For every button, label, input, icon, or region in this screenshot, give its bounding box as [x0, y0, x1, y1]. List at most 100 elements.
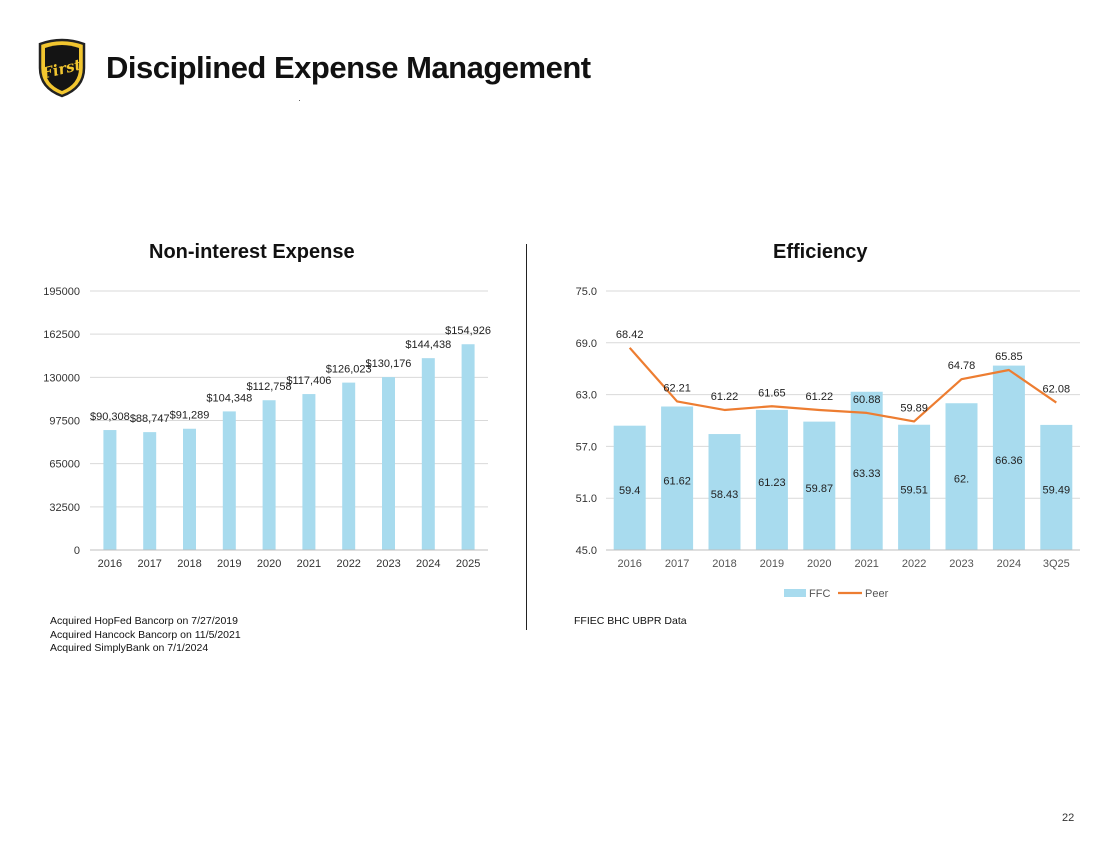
x-tick-label: 2019	[760, 558, 784, 570]
bar	[803, 421, 836, 550]
legend-label-peer: Peer	[865, 588, 889, 600]
y-tick-label: 32500	[49, 502, 80, 514]
right-chart-title: Efficiency	[773, 241, 868, 263]
bar	[183, 428, 196, 550]
line-data-label: 61.22	[806, 391, 834, 403]
line-data-label: 62.08	[1043, 384, 1071, 396]
bar-data-label: 58.43	[711, 489, 739, 501]
data-label: $126,023	[326, 364, 372, 376]
y-tick-label: 130000	[43, 372, 80, 384]
bar	[421, 358, 435, 550]
line-data-label: 68.42	[616, 329, 644, 341]
line-data-label: 65.85	[995, 351, 1023, 363]
data-label: $117,406	[286, 375, 331, 387]
x-tick-label: 3Q25	[1043, 558, 1070, 570]
bar-data-label: 63.33	[853, 468, 881, 480]
x-tick-label: 2023	[949, 558, 973, 570]
bar	[302, 394, 316, 550]
data-label: $112,758	[247, 381, 292, 393]
bar-data-label: 62.	[954, 474, 969, 486]
data-label: $90,308	[90, 411, 130, 423]
data-source-note: FFIEC BHC UBPR Data	[574, 615, 687, 627]
bar-data-label: 61.23	[758, 477, 786, 489]
bar	[755, 409, 788, 550]
bar-data-label: 66.36	[995, 455, 1023, 467]
y-tick-label: 0	[74, 545, 80, 557]
y-tick-label: 51.0	[576, 493, 597, 505]
line-data-label: 61.65	[758, 387, 786, 399]
data-label: $104,348	[206, 392, 252, 404]
bar-data-label: 61.62	[663, 475, 691, 487]
line-data-label: 59.89	[900, 402, 928, 414]
bar	[992, 365, 1025, 550]
x-tick-label: 2020	[807, 558, 831, 570]
data-label: $91,289	[170, 410, 210, 422]
bar	[382, 377, 395, 550]
y-tick-label: 45.0	[576, 545, 597, 557]
data-label: $144,438	[405, 339, 451, 351]
stray-dot	[299, 100, 300, 101]
chart-divider	[526, 244, 527, 630]
bar-data-label: 59.51	[900, 484, 928, 496]
bar	[342, 382, 356, 550]
bar	[898, 424, 931, 550]
x-tick-label: 2017	[665, 558, 689, 570]
peer-line	[628, 347, 1057, 423]
x-tick-label: 2018	[712, 558, 736, 570]
x-tick-label: 2022	[902, 558, 926, 570]
data-label: $130,176	[366, 358, 412, 370]
x-tick-label: 2020	[257, 558, 281, 570]
bar	[222, 411, 236, 550]
y-tick-label: 65000	[49, 459, 80, 471]
first-shield-logo-icon: First	[38, 38, 86, 98]
note-line: Acquired HopFed Bancorp on 7/27/2019	[50, 615, 238, 627]
x-tick-label: 2017	[137, 558, 161, 570]
bar	[945, 403, 978, 550]
x-tick-label: 2016	[617, 558, 641, 570]
y-tick-label: 195000	[43, 286, 80, 298]
y-tick-label: 63.0	[576, 390, 597, 402]
line-data-label: 64.78	[948, 360, 976, 372]
x-tick-label: 2018	[177, 558, 201, 570]
x-tick-label: 2021	[297, 558, 321, 570]
y-tick-label: 162500	[43, 329, 80, 341]
acquisition-notes: Acquired HopFed Bancorp on 7/27/2019 Acq…	[50, 615, 241, 656]
bar	[1040, 424, 1073, 550]
x-tick-label: 2019	[217, 558, 241, 570]
y-tick-label: 69.0	[576, 338, 597, 350]
x-tick-label: 2024	[997, 558, 1021, 570]
page-number: 22	[1062, 812, 1075, 824]
x-tick-label: 2025	[456, 558, 480, 570]
note-line: Acquired Hancock Bancorp on 11/5/2021	[50, 628, 241, 641]
left-chart-title: Non-interest Expense	[149, 241, 355, 263]
x-tick-label: 2016	[98, 558, 122, 570]
x-tick-label: 2024	[416, 558, 440, 570]
page-title: Disciplined Expense Management	[106, 50, 591, 85]
y-tick-label: 75.0	[576, 286, 597, 298]
x-tick-label: 2021	[854, 558, 878, 570]
data-label: $88,747	[130, 413, 170, 425]
legend-label-ffc: FFC	[809, 588, 830, 600]
data-label: $154,926	[445, 325, 491, 337]
line-data-label: 61.22	[711, 391, 739, 403]
x-tick-label: 2023	[376, 558, 400, 570]
line-data-label: 60.88	[853, 394, 881, 406]
line-data-label: 62.21	[663, 382, 691, 394]
bar	[262, 400, 276, 550]
bar	[143, 432, 157, 550]
legend-swatch-ffc	[784, 589, 806, 597]
bar	[461, 344, 475, 550]
note-line: Acquired SimplyBank on 7/1/2024	[50, 642, 209, 654]
bar	[850, 391, 883, 550]
y-tick-label: 57.0	[576, 441, 597, 453]
bar-data-label: 59.49	[1043, 484, 1071, 496]
x-tick-label: 2022	[336, 558, 360, 570]
bar	[661, 406, 694, 550]
bar-data-label: 59.4	[619, 485, 640, 497]
bar-data-label: 59.87	[806, 483, 834, 495]
bar	[103, 430, 117, 550]
bar	[708, 434, 741, 550]
bar	[613, 425, 646, 550]
y-tick-label: 97500	[49, 416, 80, 428]
